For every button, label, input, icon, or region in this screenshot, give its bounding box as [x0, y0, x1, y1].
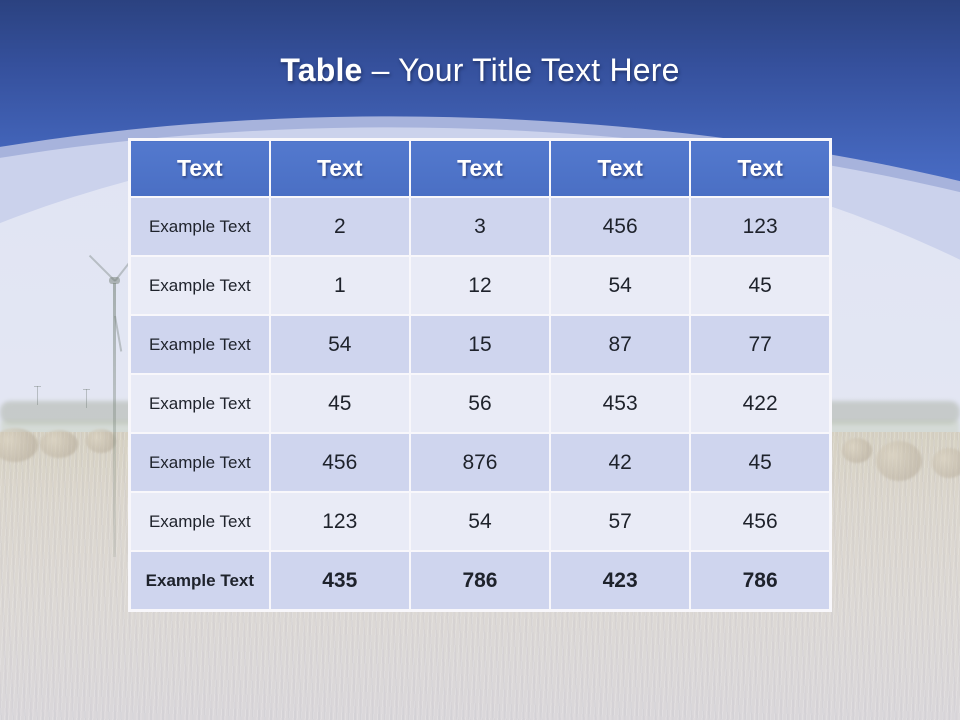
- cell-value: 423: [549, 550, 692, 612]
- hay-bale-image: [876, 441, 922, 481]
- hay-bale-image: [842, 438, 872, 463]
- cell-value: 786: [408, 550, 552, 612]
- table-body: Example Text 2 3 456 123 Example Text 1 12 54 45 E…: [128, 196, 832, 612]
- cell-value: 57: [549, 491, 692, 552]
- table-row: Example Text 435 786 423 786: [128, 550, 832, 612]
- cell-value: 54: [268, 314, 411, 375]
- cell-value: 87: [549, 314, 692, 375]
- cell-value: 422: [689, 373, 832, 434]
- wind-turbine-image: [113, 283, 116, 557]
- hay-bale-image: [86, 429, 116, 453]
- cell-value: 12: [408, 255, 552, 316]
- row-label: Example Text: [128, 491, 271, 552]
- table-row: Example Text 1 12 54 45: [128, 255, 832, 316]
- cell-value: 77: [689, 314, 832, 375]
- table-row: Example Text 45 56 453 422: [128, 373, 832, 434]
- cell-value: 45: [689, 432, 832, 493]
- data-table: Text Text Text Text Text Example Text 2 3 456 12…: [128, 138, 832, 612]
- cell-value: 456: [268, 432, 411, 493]
- cell-value: 1: [268, 255, 411, 316]
- cell-value: 45: [689, 255, 832, 316]
- row-label: Example Text: [128, 432, 271, 493]
- distant-turbine-image: [83, 389, 90, 408]
- cell-value: 42: [549, 432, 692, 493]
- cell-value: 456: [549, 196, 692, 257]
- cell-value: 56: [408, 373, 552, 434]
- row-label: Example Text: [128, 196, 271, 257]
- wind-turbine-hub-image: [109, 277, 120, 284]
- cell-value: 435: [268, 550, 411, 612]
- table-row: Example Text 456 876 42 45: [128, 432, 832, 493]
- column-header: Text: [549, 138, 692, 198]
- table-row: Example Text 123 54 57 456: [128, 491, 832, 552]
- hay-bale-image: [0, 428, 38, 462]
- table-row: Example Text 54 15 87 77: [128, 314, 832, 375]
- distant-turbine-image: [34, 386, 41, 405]
- cell-value: 123: [268, 491, 411, 552]
- cell-value: 15: [408, 314, 552, 375]
- row-label: Example Text: [128, 373, 271, 434]
- column-header: Text: [128, 138, 271, 198]
- cell-value: 54: [408, 491, 552, 552]
- title-text: – Your Title Text Here: [371, 52, 680, 88]
- row-label: Example Text: [128, 314, 271, 375]
- cell-value: 453: [549, 373, 692, 434]
- row-label: Example Text: [128, 255, 271, 316]
- title-keyword: Table: [280, 52, 363, 88]
- cell-value: 786: [689, 550, 832, 612]
- table-head-row: Text Text Text Text Text: [128, 138, 832, 198]
- table-row: Example Text 2 3 456 123: [128, 196, 832, 257]
- hay-bale-image: [40, 430, 78, 458]
- cell-value: 3: [408, 196, 552, 257]
- cell-value: 123: [689, 196, 832, 257]
- column-header: Text: [689, 138, 832, 198]
- column-header: Text: [408, 138, 552, 198]
- cell-value: 2: [268, 196, 411, 257]
- hay-bale-image: [932, 448, 960, 478]
- cell-value: 54: [549, 255, 692, 316]
- column-header: Text: [268, 138, 411, 198]
- cell-value: 876: [408, 432, 552, 493]
- row-label: Example Text: [128, 550, 271, 612]
- cell-value: 45: [268, 373, 411, 434]
- cell-value: 456: [689, 491, 832, 552]
- slide-title: Table – Your Title Text Here: [0, 52, 960, 89]
